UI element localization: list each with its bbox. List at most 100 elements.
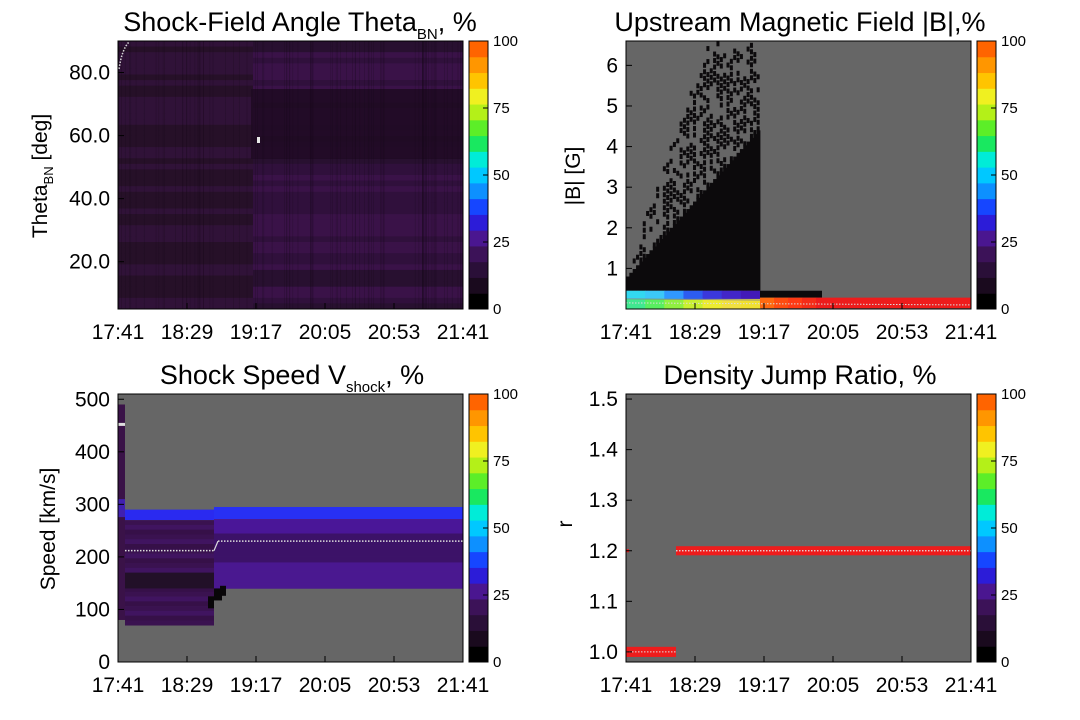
heatmap-cell [726, 140, 730, 146]
median-curve [625, 298, 761, 301]
heatmap-cell [743, 102, 747, 108]
heatmap-cell [753, 52, 757, 58]
heatmap-row [118, 180, 253, 187]
heatmap-cell [703, 108, 707, 114]
heatmap-cell [693, 158, 697, 164]
heatmap-row [118, 269, 253, 276]
heatmap-row [214, 533, 463, 537]
heatmap-cell [669, 204, 673, 210]
heatmap-row [214, 536, 463, 540]
heatmap-cell [676, 190, 680, 196]
heatmap-row [253, 197, 463, 204]
y-tick-label: 5 [606, 95, 618, 118]
heatmap-column [739, 149, 744, 291]
plot-frame [625, 40, 972, 310]
heatmap-cell [736, 122, 740, 128]
panel-magnetic-field: Upstream Magnetic Field |B|,% |B| [G] 1 2… [562, 7, 1026, 344]
heatmap-cell [756, 119, 760, 125]
heatmap-column [626, 276, 630, 291]
heatmap-cell [699, 151, 703, 157]
heatmap-row [253, 236, 463, 243]
colorbar-segment [469, 214, 488, 231]
heatmap-cell [726, 101, 730, 107]
heatmap-row [118, 96, 253, 103]
heatmap-cell [639, 244, 643, 250]
heatmap-cell [749, 120, 753, 126]
heatmap-column [636, 265, 640, 291]
heatmap-cell [649, 213, 653, 219]
plot-frame [117, 40, 464, 310]
heatmap-cell [662, 166, 666, 172]
heatmap-row [253, 297, 463, 304]
heatmap-row [253, 186, 463, 193]
heatmap-cell [672, 219, 676, 225]
heatmap-cell [723, 163, 727, 169]
colorbar-segment [977, 88, 996, 105]
heatmap-row [214, 568, 463, 572]
x-tick-label: 18:29 [161, 674, 214, 697]
heatmap-cell [656, 219, 660, 225]
heatmap-cell [729, 110, 733, 116]
heatmap-cell [706, 143, 710, 149]
heatmap-dark-region [251, 89, 463, 159]
heatmap-cell [682, 182, 686, 188]
heatmap-row [118, 141, 253, 148]
heatmap-column [639, 261, 644, 291]
heatmap-cell [696, 193, 700, 199]
heatmap-row [253, 275, 463, 282]
y-tick-label: 1.5 [589, 388, 618, 411]
heatmap-row [253, 214, 463, 220]
heatmap-cell [703, 121, 707, 127]
heatmap-row [118, 286, 253, 293]
heatmap-band [702, 298, 723, 309]
heatmap-row [118, 253, 253, 260]
colorbar-segment [977, 394, 996, 411]
x-tick-label: 20:53 [876, 321, 929, 344]
colorbar-segment [469, 520, 488, 537]
heatmap-column [679, 216, 684, 291]
heatmap-cell [679, 160, 683, 166]
heatmap-row [253, 303, 463, 310]
heatmap-cell [719, 96, 723, 102]
heatmap-column [749, 137, 754, 291]
heatmap-row [118, 85, 253, 92]
heatmap-cell [723, 53, 727, 59]
heatmap-cell [669, 178, 673, 184]
heatmap-cell [642, 227, 646, 233]
heatmap-row [214, 521, 463, 526]
colorbar-segment [469, 583, 488, 600]
colorbar-segment [469, 167, 488, 184]
heatmap-row [214, 530, 463, 534]
heatmap-cell [682, 202, 686, 208]
heatmap-cell [716, 93, 720, 99]
heatmap-row [125, 606, 214, 612]
heatmap-cell [736, 129, 740, 135]
heatmap-cell [666, 194, 670, 200]
heatmap-cell [669, 191, 673, 197]
x-tick-label: 20:05 [807, 321, 860, 344]
heatmap-row [253, 52, 463, 59]
heatmap-row [118, 186, 253, 193]
heatmap-cell [686, 146, 690, 152]
heatmap-cell [733, 139, 737, 145]
heatmap-row [118, 247, 253, 254]
heatmap-row [118, 46, 253, 53]
heatmap-cell [656, 238, 660, 244]
colorbar-segment [469, 425, 488, 442]
heatmap-row [125, 524, 214, 530]
heatmap-cell [756, 100, 760, 106]
colorbar-segment [469, 56, 488, 74]
heatmap-cell [682, 208, 686, 214]
heatmap-cell [749, 127, 753, 133]
plot-area [117, 40, 464, 310]
heatmap-row [214, 519, 463, 523]
colorbar-segment [469, 198, 488, 215]
colorbar-tick-label: 100 [1001, 386, 1026, 403]
heatmap-cell [682, 195, 686, 201]
y-tick-label: 20.0 [69, 251, 110, 274]
heatmap-row [125, 620, 214, 626]
heatmap-cell [689, 110, 693, 116]
colorbar-tick-label: 25 [1001, 587, 1018, 604]
x-tick-label: 18:29 [669, 674, 722, 697]
heatmap-cell [709, 165, 713, 171]
